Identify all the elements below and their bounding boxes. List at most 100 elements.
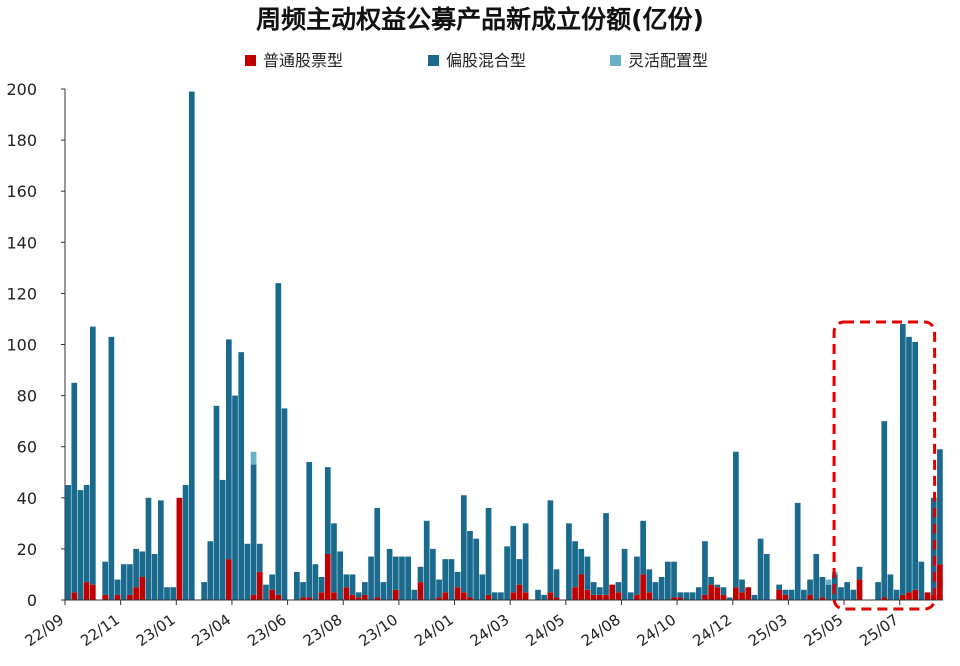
bar-stock-45 — [343, 587, 350, 600]
bar-mixed-49 — [368, 556, 374, 600]
x-tick-label: 25/07 — [856, 611, 902, 651]
bar-stock-88 — [609, 584, 616, 600]
bar-mixed-55 — [405, 556, 412, 600]
bar-mixed-134 — [893, 589, 900, 600]
x-tick-label: 22/11 — [77, 611, 123, 651]
bar-stock-34 — [275, 594, 282, 600]
bar-mixed-118 — [794, 502, 801, 600]
bar-stock-1 — [71, 592, 78, 600]
bar-mixed-17 — [170, 587, 177, 600]
bar-mixed-46 — [349, 574, 356, 595]
bar-mixed-51 — [380, 582, 387, 600]
bar-mixed-48 — [362, 582, 368, 595]
bar-mixed-135 — [899, 324, 906, 595]
bar-mixed-13 — [145, 497, 152, 600]
x-tick-label: 24/01 — [411, 611, 457, 651]
bar-mixed-56 — [411, 589, 418, 600]
bar-mixed-97 — [665, 561, 671, 600]
bar-stock-57 — [417, 582, 424, 600]
bar-mixed-59 — [430, 548, 436, 600]
x-tick-label: 22/09 — [22, 611, 68, 651]
bar-stock-42 — [324, 554, 331, 600]
bar-mixed-92 — [634, 556, 640, 595]
bar-mixed-43 — [331, 523, 337, 593]
bar-mixed-32 — [263, 584, 269, 600]
bar-stock-116 — [782, 594, 789, 600]
legend-label-0: 普通股票型 — [263, 51, 343, 70]
bar-mixed-35 — [281, 408, 288, 600]
bar-mixed-91 — [627, 592, 634, 600]
bar-mixed-87 — [603, 513, 609, 595]
bar-mixed-85 — [590, 582, 597, 595]
bar-mixed-25 — [219, 479, 226, 600]
bar-mixed-77 — [541, 594, 548, 600]
bar-stock-141 — [937, 564, 943, 600]
bar-stock-46 — [349, 594, 356, 600]
bar-stock-78 — [547, 592, 554, 600]
bar-mixed-98 — [671, 561, 677, 598]
bar-mixed-115 — [776, 584, 782, 590]
bar-stock-82 — [572, 587, 578, 600]
bar-stock-137 — [912, 589, 919, 600]
bar-mixed-113 — [763, 554, 770, 600]
x-tick-label: 23/06 — [244, 611, 290, 651]
bar-mixed-60 — [436, 579, 442, 598]
bar-stock-53 — [392, 589, 399, 600]
bar-stock-11 — [133, 587, 139, 600]
bar-mixed-137 — [912, 341, 919, 590]
bar-mixed-11 — [133, 548, 139, 588]
y-tick-label: 120 — [6, 284, 37, 303]
bar-stock-8 — [114, 594, 121, 600]
bar-mixed-71 — [504, 546, 510, 600]
bar-mixed-2 — [77, 490, 84, 600]
bar-mixed-8 — [114, 579, 121, 595]
bar-mixed-57 — [417, 566, 424, 583]
bar-mixed-1 — [71, 382, 78, 593]
bar-mixed-39 — [306, 462, 313, 598]
bar-mixed-82 — [572, 541, 578, 588]
bar-mixed-65 — [467, 531, 473, 598]
bar-mixed-126 — [844, 582, 851, 600]
bar-mixed-119 — [801, 589, 807, 600]
bar-stock-72 — [510, 592, 517, 600]
bar-flexible-30 — [250, 451, 257, 465]
bar-stock-4 — [89, 584, 96, 600]
bar-stock-30 — [250, 594, 257, 600]
bar-mixed-101 — [689, 592, 696, 600]
bar-mixed-102 — [695, 587, 702, 600]
bar-mixed-67 — [479, 574, 486, 600]
bar-stock-10 — [127, 594, 133, 600]
bar-stock-103 — [702, 594, 708, 600]
bar-mixed-38 — [300, 582, 306, 598]
bar-mixed-61 — [442, 559, 449, 593]
bar-mixed-22 — [201, 582, 207, 600]
x-tick-label: 24/12 — [689, 611, 735, 651]
x-tick-label: 25/05 — [801, 611, 847, 651]
x-tick-label: 23/04 — [188, 611, 234, 651]
bar-stock-33 — [269, 589, 275, 600]
bar-mixed-120 — [807, 579, 813, 595]
bar-mixed-33 — [269, 574, 275, 590]
x-tick-label: 24/10 — [634, 611, 680, 651]
bar-stock-43 — [331, 592, 337, 600]
bar-stock-109 — [739, 592, 745, 600]
x-tick-label: 23/10 — [355, 611, 401, 651]
y-tick-label: 100 — [6, 336, 37, 355]
bar-stock-73 — [516, 584, 523, 600]
bar-mixed-53 — [392, 556, 399, 590]
x-tick-label: 24/05 — [522, 611, 568, 651]
bar-mixed-96 — [658, 577, 665, 600]
bar-stock-50 — [374, 597, 381, 600]
bar-mixed-132 — [881, 421, 888, 598]
bar-mixed-44 — [337, 551, 343, 600]
bar-stock-65 — [467, 597, 473, 600]
highlight-box — [832, 320, 937, 611]
bar-stock-104 — [708, 584, 714, 600]
x-tick-label: 24/08 — [578, 611, 624, 651]
y-tick-label: 80 — [17, 387, 37, 406]
bar-mixed-81 — [566, 523, 572, 600]
x-tick-label: 25/03 — [745, 611, 791, 651]
bar-mixed-24 — [213, 405, 220, 600]
bar-mixed-4 — [89, 326, 96, 585]
y-tick-label: 180 — [6, 131, 37, 150]
